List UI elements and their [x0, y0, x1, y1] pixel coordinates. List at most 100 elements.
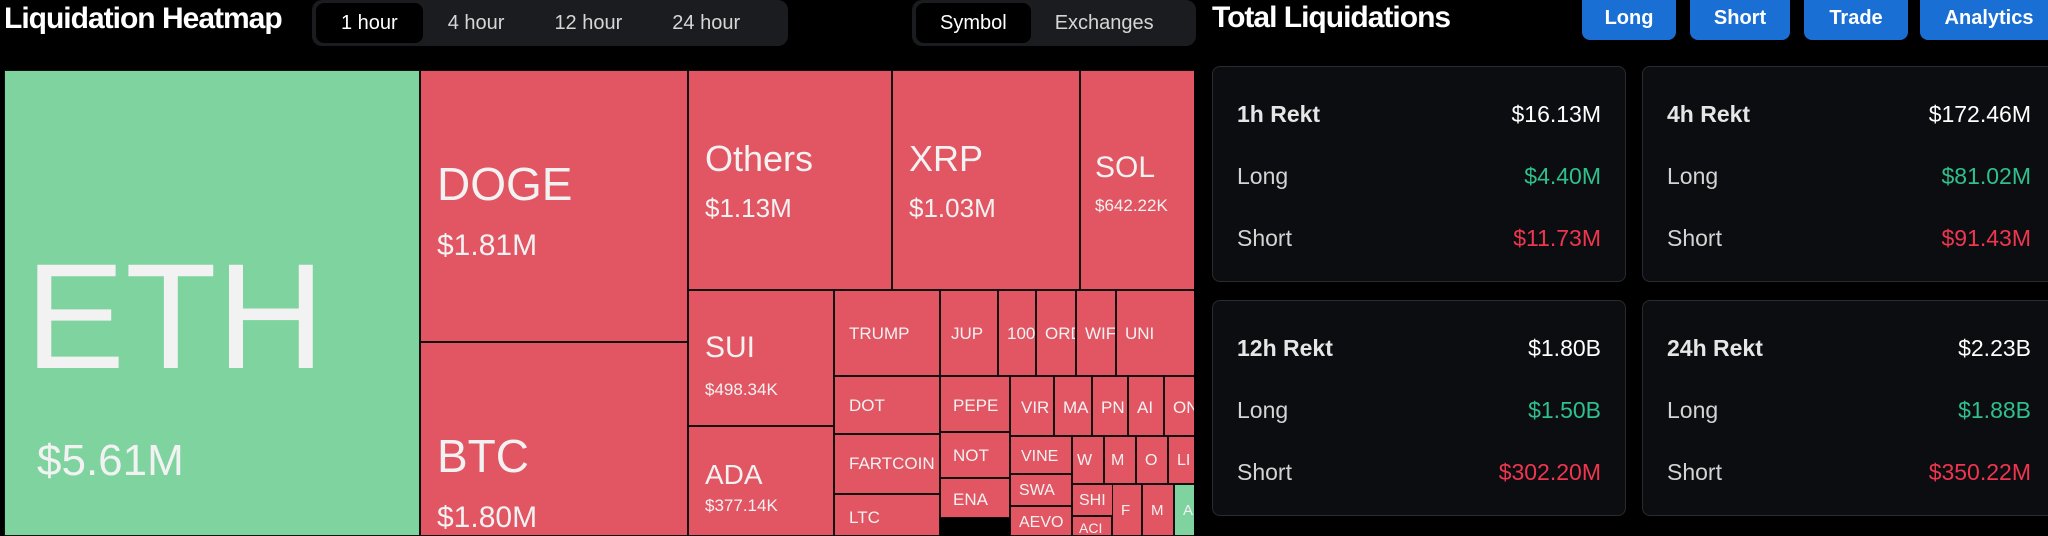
short-label: Short [1667, 224, 1722, 251]
heatmap-tile-f[interactable]: F [1112, 484, 1142, 536]
tile-value: $377.14K [705, 496, 778, 515]
time-option-12-hour[interactable]: 12 hour [554, 12, 623, 34]
liquidation-heatmap: ETH $5.61M DOGE $1.81M BTC $1.80M Others $1.13M… [4, 70, 1194, 536]
long-button[interactable]: Long [1582, 0, 1676, 40]
heatmap-tile-not[interactable]: NOT [940, 432, 1010, 478]
heatmap-tile-fartcoin[interactable]: FARTCOIN [834, 434, 940, 494]
heatmap-tile-eth[interactable]: ETH $5.61M [4, 70, 420, 536]
heatmap-tile-sui[interactable]: SUI $498.34K [688, 290, 834, 426]
tile-symbol: SUI [705, 331, 756, 364]
short-value: $350.22M [1928, 458, 2031, 485]
heatmap-tile-li[interactable]: LI [1168, 436, 1194, 484]
time-option-24-hour[interactable]: 24 hour [672, 12, 741, 34]
heatmap-tile-aevo[interactable]: AEVO [1010, 506, 1072, 536]
heatmap-tile-ma[interactable]: MA [1054, 376, 1092, 436]
heatmap-tile-m[interactable]: M [1142, 484, 1174, 536]
period-total: $16.13M [1511, 100, 1601, 127]
tile-value: $498.34K [705, 380, 778, 399]
time-option-4-hour[interactable]: 4 hour [447, 12, 505, 34]
heatmap-tile-jup[interactable]: JUP [940, 290, 998, 376]
tile-symbol: VINE [1021, 448, 1059, 465]
heatmap-tile-pepe[interactable]: PEPE [940, 376, 1010, 432]
period-total: $2.23B [1958, 334, 2031, 361]
heatmap-tile-ord[interactable]: ORD [1036, 290, 1076, 376]
heatmap-tile-doge[interactable]: DOGE $1.81M [420, 70, 688, 342]
tile-symbol: LI [1177, 452, 1191, 469]
heatmap-tile-a[interactable]: A [1174, 484, 1194, 536]
time-option-1-hour[interactable]: 1 hour [316, 3, 423, 43]
time-range-selector: 1 hour 4 hour 12 hour 24 hour [312, 0, 788, 46]
short-button[interactable]: Short [1690, 0, 1790, 40]
long-label: Long [1237, 162, 1289, 189]
tile-symbol: VIR [1021, 398, 1050, 417]
heatmap-tile-ena[interactable]: ENA [940, 478, 1010, 518]
heatmap-tile-uni[interactable]: UNI [1116, 290, 1194, 376]
tile-symbol: DOT [849, 396, 885, 415]
period-total: $1.80B [1528, 334, 1601, 361]
tile-symbol: SHI [1079, 492, 1106, 509]
heatmap-tile-dot[interactable]: DOT [834, 376, 940, 434]
long-value: $1.88B [1958, 396, 2031, 423]
heatmap-tile-pn[interactable]: PN [1092, 376, 1128, 436]
view-option-exchanges[interactable]: Exchanges [1054, 12, 1154, 34]
period-label: 24h Rekt [1667, 334, 1763, 361]
heatmap-tile-w[interactable]: W [1072, 436, 1104, 484]
view-mode-selector: Symbol Exchanges [912, 0, 1196, 46]
analytics-button[interactable]: Analytics [1920, 0, 2048, 40]
trade-button[interactable]: Trade [1804, 0, 1908, 40]
rekt-card-12h: 12h Rekt $1.80B Long $1.50B Short $302.20M [1212, 300, 1626, 516]
short-label: Short [1667, 458, 1722, 485]
tile-symbol: SOL [1095, 151, 1156, 184]
tile-symbol: XRP [909, 138, 984, 179]
tile-symbol: MA [1063, 398, 1089, 417]
heatmap-tile-ltc[interactable]: LTC [834, 494, 940, 536]
heatmap-title: Liquidation Heatmap [4, 2, 283, 35]
tile-value: $1.13M [705, 193, 792, 223]
heatmap-tile-m[interactable]: M [1104, 436, 1136, 484]
long-label: Long [1237, 396, 1289, 423]
period-label: 4h Rekt [1667, 100, 1751, 127]
long-label: Long [1667, 162, 1719, 189]
tile-symbol: PEPE [953, 396, 999, 415]
heatmap-tile-swa[interactable]: SWA [1010, 474, 1072, 506]
heatmap-tile-ada[interactable]: ADA $377.14K [688, 426, 834, 536]
heatmap-tile-btc[interactable]: BTC $1.80M [420, 342, 688, 536]
heatmap-tile-others[interactable]: Others $1.13M [688, 70, 892, 290]
tile-symbol: M [1151, 502, 1164, 519]
heatmap-tile-1000[interactable]: 1000 [998, 290, 1036, 376]
period-label: 1h Rekt [1237, 100, 1321, 127]
tile-value: $5.61M [37, 436, 184, 485]
short-value: $302.20M [1498, 458, 1601, 485]
heatmap-tile-wif[interactable]: WIF [1076, 290, 1116, 376]
heatmap-tile-trump[interactable]: TRUMP [834, 290, 940, 376]
tile-symbol: UNI [1125, 324, 1155, 343]
period-label: 12h Rekt [1237, 334, 1333, 361]
tile-symbol: ACI [1079, 520, 1103, 536]
heatmap-tile-shi[interactable]: SHI [1072, 484, 1118, 516]
heatmap-tile-ai[interactable]: AI [1128, 376, 1164, 436]
short-label: Short [1237, 224, 1292, 251]
heatmap-tile-aci[interactable]: ACI [1072, 516, 1112, 536]
short-label: Short [1237, 458, 1292, 485]
tile-symbol: F [1121, 502, 1131, 519]
tile-symbol: O [1145, 452, 1158, 469]
heatmap-tile-vine[interactable]: VINE [1010, 436, 1072, 474]
tile-symbol: JUP [951, 324, 984, 343]
long-value: $4.40M [1524, 162, 1601, 189]
rekt-card-24h: 24h Rekt $2.23B Long $1.88B Short $350.22M [1642, 300, 2048, 516]
tile-symbol: M [1111, 452, 1125, 469]
tile-value: $1.80M [437, 501, 538, 534]
heatmap-tile-sol[interactable]: SOL $642.22K [1080, 70, 1194, 290]
tile-symbol: 1000 [1007, 324, 1036, 343]
heatmap-tile-xrp[interactable]: XRP $1.03M [892, 70, 1080, 290]
heatmap-tile-o[interactable]: O [1136, 436, 1168, 484]
tile-symbol: LTC [849, 508, 880, 527]
tile-symbol: SWA [1019, 482, 1055, 499]
total-liquidations-title: Total Liquidations [1212, 1, 1451, 34]
long-value: $1.50B [1528, 396, 1601, 423]
heatmap-tile-vir[interactable]: VIR [1010, 376, 1054, 436]
view-option-symbol[interactable]: Symbol [916, 3, 1031, 43]
tile-symbol: W [1077, 452, 1093, 469]
tile-symbol: FARTCOIN [849, 454, 935, 473]
heatmap-tile-on[interactable]: ON [1164, 376, 1194, 436]
